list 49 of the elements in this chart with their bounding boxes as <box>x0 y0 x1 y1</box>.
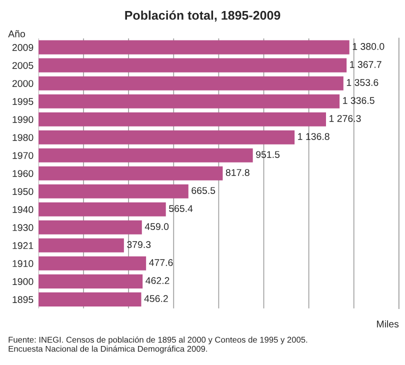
bar <box>38 166 223 180</box>
bar <box>38 76 344 90</box>
bar <box>38 130 295 144</box>
bar <box>38 148 253 162</box>
data-label: 456.2 <box>144 295 168 302</box>
chart-title: Población total, 1895-2009 <box>125 10 280 22</box>
y-tick-label: 1950 <box>12 188 34 195</box>
source-note: Fuente: INEGI. Censos de población de 1895 al 2000 y Conteos de 1995 y 2005. Encuesta Nacional de la Dinámica Demográfica 2009. <box>8 336 308 354</box>
data-label: 951.5 <box>256 151 280 158</box>
y-tick-label: 1990 <box>12 116 34 123</box>
bar <box>38 112 326 126</box>
data-label: 459.0 <box>144 223 169 230</box>
y-tick-label: 1960 <box>12 170 34 177</box>
data-label: 817.8 <box>226 169 250 176</box>
y-tick-label: 1970 <box>12 152 34 159</box>
bar <box>38 220 142 234</box>
data-label: 462.2 <box>146 277 170 284</box>
y-tick-label: 2005 <box>12 62 34 69</box>
data-label: 1 353.6 <box>346 79 378 86</box>
y-tick-label: 1930 <box>12 224 34 232</box>
data-label: 477.6 <box>149 259 173 266</box>
y-tick-label: 2009 <box>12 44 34 51</box>
data-label: 565.4 <box>169 205 193 212</box>
bar <box>38 292 142 306</box>
bar <box>38 94 340 108</box>
bar <box>38 202 166 216</box>
data-label: 1 276.3 <box>330 115 361 122</box>
y-tick-label: 1910 <box>12 260 34 268</box>
y-tick-label: 1980 <box>12 134 34 141</box>
y-tick-label: 1900 <box>12 278 34 286</box>
bar <box>38 40 350 54</box>
y-tick-label: 1895 <box>12 296 34 304</box>
bar <box>38 256 146 270</box>
y-tick-label: 2000 <box>12 80 34 87</box>
y-axis-title: Año <box>8 30 25 38</box>
data-label: 1 367.7 <box>350 61 382 68</box>
data-label: 665.5 <box>192 187 216 194</box>
y-tick-label: 1995 <box>12 98 34 105</box>
data-label: 1 336.5 <box>343 97 374 104</box>
x-axis-title: Miles <box>377 320 399 328</box>
bar <box>38 184 188 198</box>
data-label: 379.3 <box>127 241 151 248</box>
bar <box>38 238 124 252</box>
bar <box>38 274 143 288</box>
y-tick-label: 1921 <box>12 242 34 250</box>
bar <box>38 58 347 72</box>
data-label: 1 136.8 <box>298 133 330 140</box>
data-label: 1 380.0 <box>352 43 384 50</box>
y-tick-label: 1940 <box>12 206 34 214</box>
